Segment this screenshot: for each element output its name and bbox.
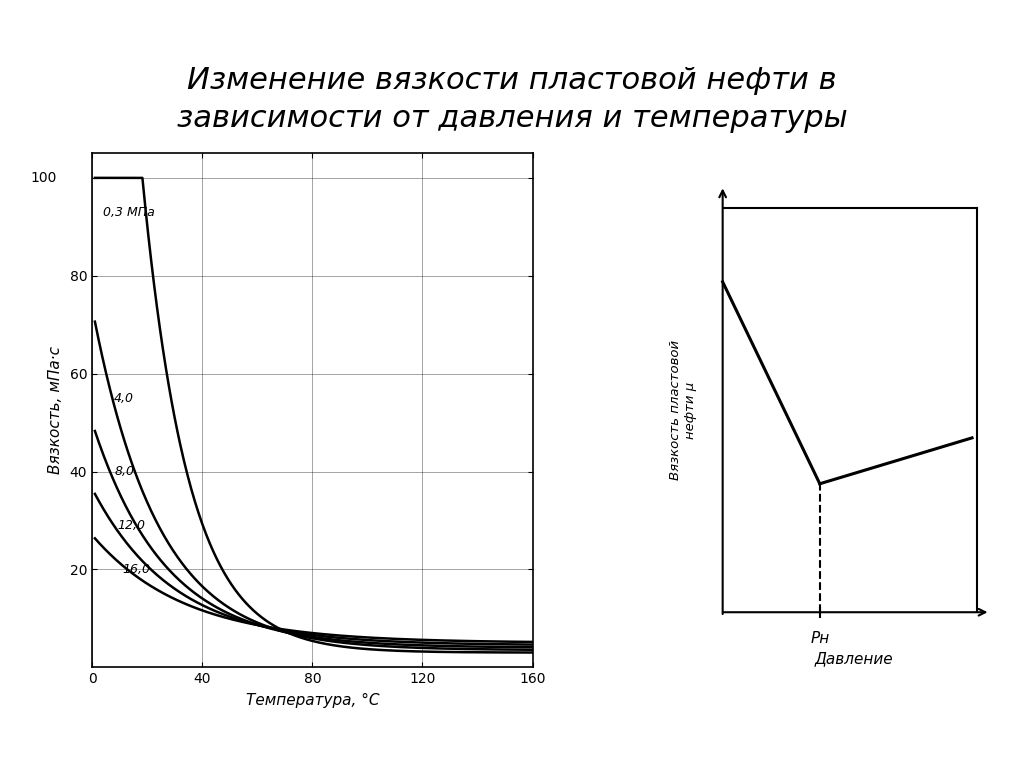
Text: 12,0: 12,0 <box>117 518 145 532</box>
Text: Pн: Pн <box>810 630 829 646</box>
Text: 100: 100 <box>30 171 56 185</box>
X-axis label: Температура, °С: Температура, °С <box>246 693 379 708</box>
Text: Вязкость пластовой
нефти µ: Вязкость пластовой нефти µ <box>670 341 697 480</box>
Text: Давление: Давление <box>814 651 893 667</box>
Y-axis label: Вязкость, мПа·с: Вязкость, мПа·с <box>48 347 62 474</box>
Text: 4,0: 4,0 <box>115 392 134 405</box>
Text: зависимости от давления и температуры: зависимости от давления и температуры <box>176 104 848 133</box>
Text: 8,0: 8,0 <box>115 465 134 478</box>
Text: 16,0: 16,0 <box>123 563 151 576</box>
Text: 0,3 МПа: 0,3 МПа <box>103 206 155 219</box>
Text: Изменение вязкости пластовой нефти в: Изменение вязкости пластовой нефти в <box>187 66 837 95</box>
